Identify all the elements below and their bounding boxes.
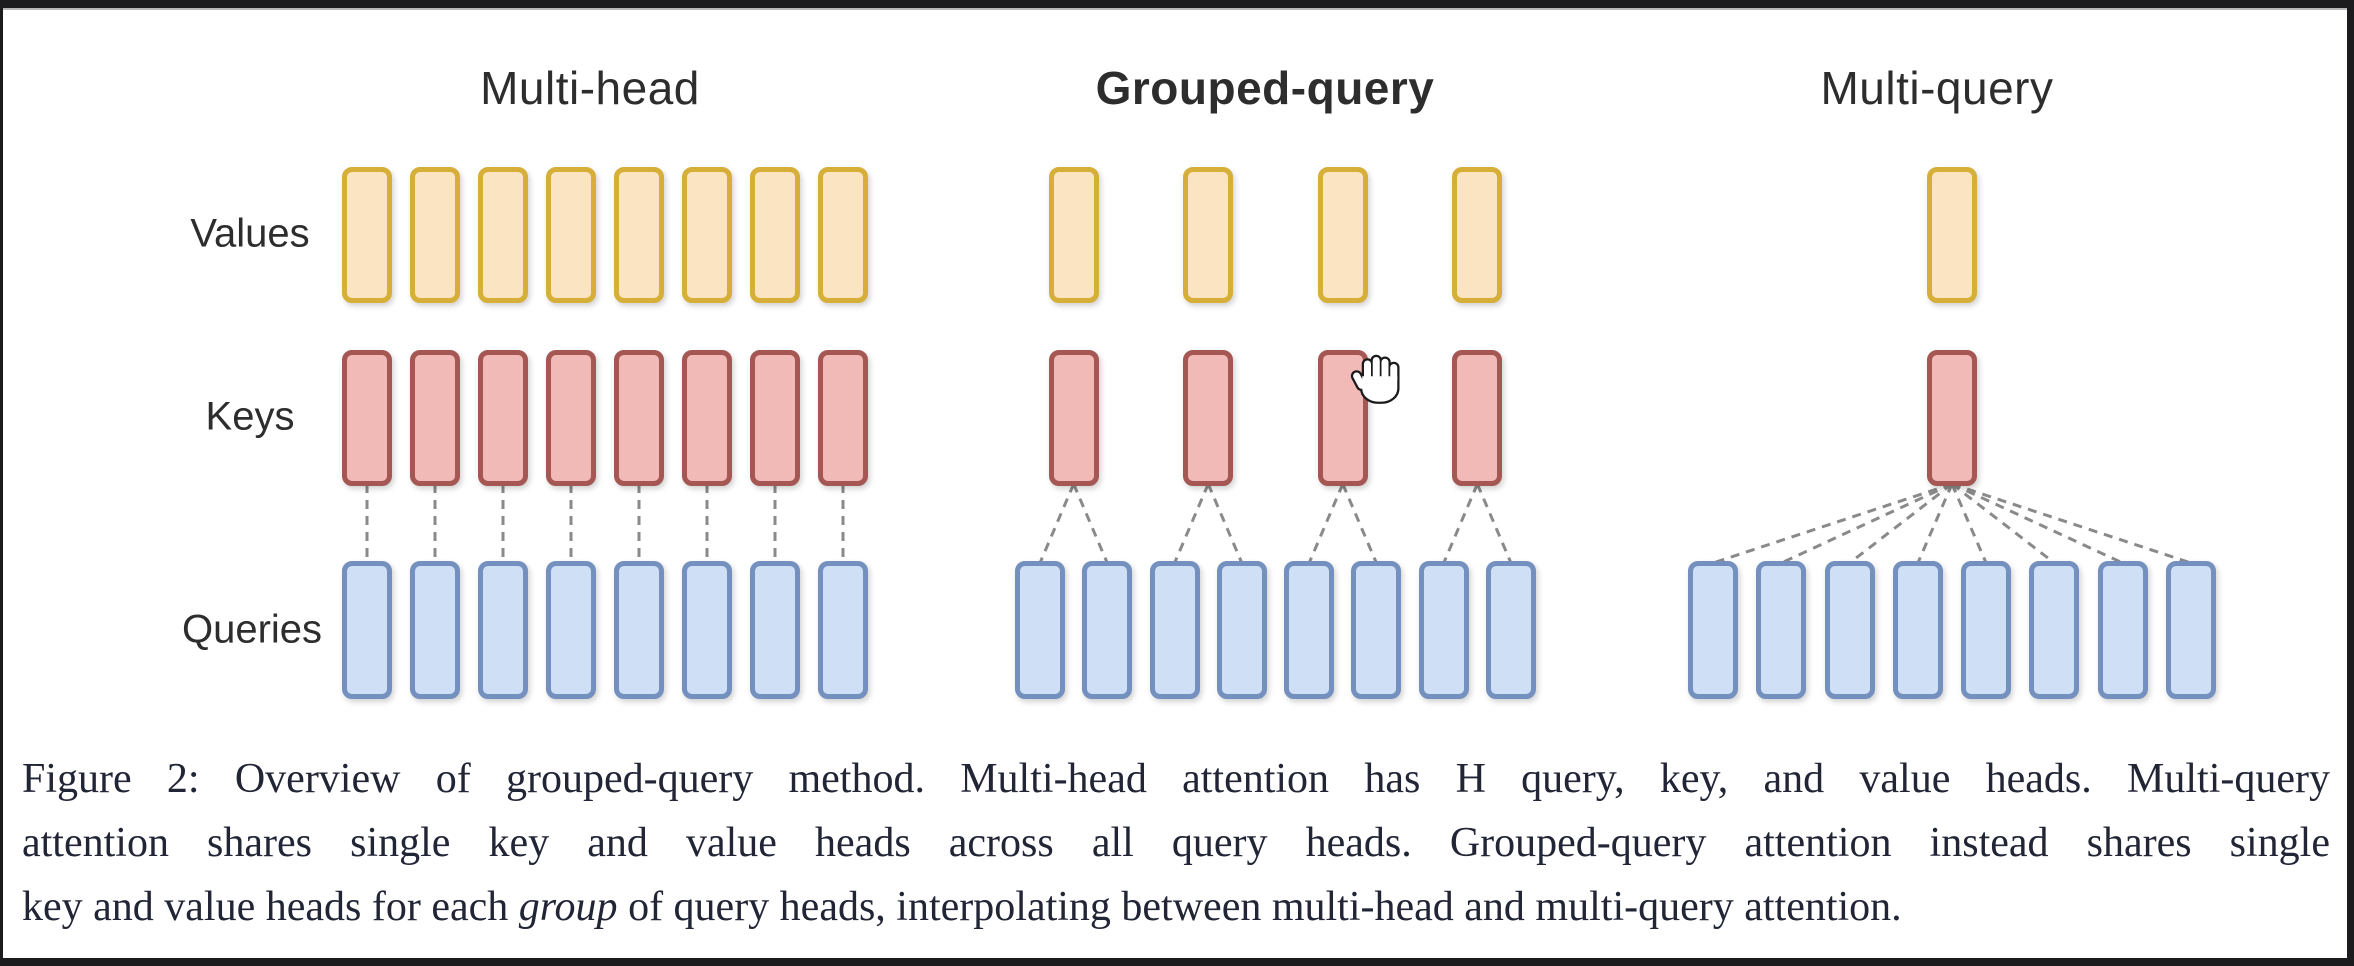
query-head-box [1688, 561, 1738, 699]
query-head-box [1756, 561, 1807, 699]
key-head-box [410, 350, 460, 486]
key-head-box [682, 350, 732, 486]
section-title-multi-head: Multi-head [480, 62, 700, 114]
value-head-box [1927, 167, 1977, 303]
query-head-box [1082, 561, 1133, 699]
value-head-box [818, 167, 868, 303]
query-head-box [478, 561, 528, 699]
key-head-box [1927, 350, 1977, 486]
key-head-box [750, 350, 800, 486]
query-head-box [1486, 561, 1536, 699]
value-head-box [1317, 167, 1368, 303]
key-head-box [342, 350, 392, 486]
row-label-keys: Keys [205, 394, 295, 439]
query-head-box [342, 561, 392, 699]
caption-line: key and value heads for each group of qu… [22, 884, 1902, 930]
key-head-box [546, 350, 596, 486]
query-head-box [546, 561, 596, 699]
value-head-box [750, 167, 800, 303]
open-hand-cursor [1350, 354, 1400, 404]
query-head-box [1892, 561, 1943, 699]
query-head-box [1015, 561, 1065, 699]
key-head-box [1183, 350, 1234, 486]
row-label-values: Values [190, 211, 310, 256]
key-head-box [1452, 350, 1503, 486]
query-head-box [818, 561, 868, 699]
query-head-box [410, 561, 460, 699]
key-head-box [1048, 350, 1099, 486]
query-head-box [1351, 561, 1402, 699]
section-title-grouped-query: Grouped-query [1095, 62, 1435, 114]
value-head-box [1183, 167, 1234, 303]
query-head-box [682, 561, 732, 699]
caption-line: Figure 2: Overview of grouped-query meth… [22, 756, 2330, 802]
query-head-box [2097, 561, 2148, 699]
query-head-box [2166, 561, 2216, 699]
query-head-box [1216, 561, 1267, 699]
figure-caption: Figure 2: Overview of grouped-query meth… [22, 747, 2330, 939]
query-head-box [1284, 561, 1335, 699]
query-head-box [2029, 561, 2080, 699]
query-head-box [1149, 561, 1200, 699]
value-head-box [410, 167, 460, 303]
query-head-box [614, 561, 664, 699]
query-head-box [1418, 561, 1469, 699]
value-head-box [546, 167, 596, 303]
value-head-box [682, 167, 732, 303]
query-head-box [1824, 561, 1875, 699]
value-head-box [1452, 167, 1503, 303]
row-label-queries: Queries [181, 607, 323, 652]
section-title-multi-query: Multi-query [1820, 62, 2054, 114]
value-head-box [342, 167, 392, 303]
value-head-box [478, 167, 528, 303]
value-head-box [1048, 167, 1099, 303]
key-head-box [818, 350, 868, 486]
key-head-box [614, 350, 664, 486]
value-head-box [614, 167, 664, 303]
key-head-box [478, 350, 528, 486]
caption-line: attention shares single key and value he… [22, 820, 2330, 866]
query-head-box [750, 561, 800, 699]
query-head-box [1961, 561, 2012, 699]
